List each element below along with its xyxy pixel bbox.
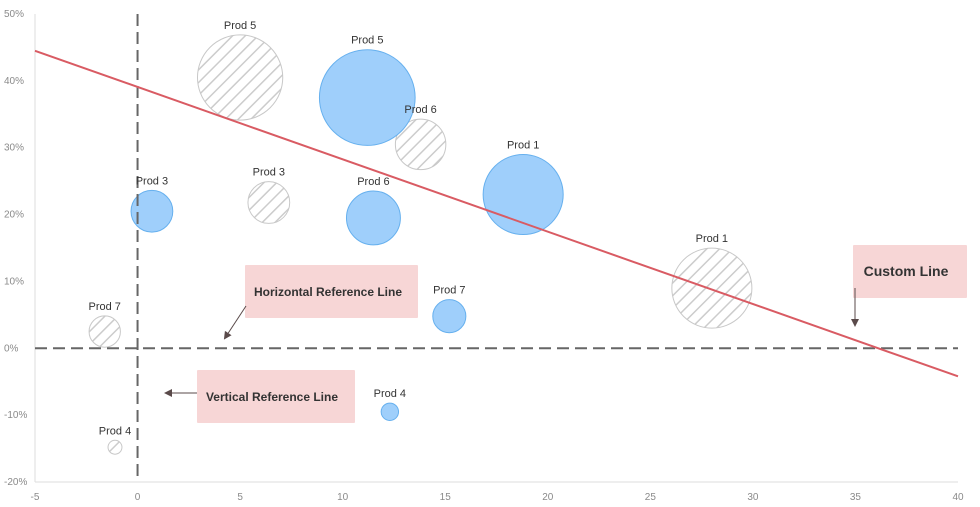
y-tick-label: 10% <box>4 276 24 287</box>
bubble <box>318 49 416 146</box>
bubble-label: Prod 5 <box>351 35 383 47</box>
bubble <box>345 190 401 246</box>
bubble-label: Prod 3 <box>136 175 168 187</box>
annotation-text: Vertical Reference Line <box>206 390 338 404</box>
bubble-label: Prod 7 <box>433 285 465 297</box>
x-tick-label: -5 <box>31 492 40 503</box>
x-tick-label: 35 <box>850 492 862 503</box>
hatched-bubble <box>671 247 753 329</box>
x-tick-label: 5 <box>237 492 243 503</box>
bubble-label: Prod 5 <box>224 20 256 32</box>
bubble-label: Prod 6 <box>404 104 436 116</box>
annotation-text: Custom Line <box>864 263 949 279</box>
hatched-bubble <box>394 118 447 171</box>
x-tick-label: 30 <box>747 492 759 503</box>
horizontal-reference-annotation: Horizontal Reference Line <box>223 265 418 340</box>
hatched-bubble <box>107 439 123 455</box>
hatched-bubble <box>196 34 284 121</box>
x-tick-label: 40 <box>952 492 964 503</box>
hatched-bubble <box>88 315 121 348</box>
custom-line <box>34 49 959 378</box>
hatched-bubble-series <box>88 34 753 455</box>
x-axis-ticks: -5 0 5 10 15 20 25 30 35 40 <box>31 492 964 503</box>
annotation-box <box>245 265 418 318</box>
y-tick-label: -10% <box>4 410 27 421</box>
bubble-label: Prod 6 <box>357 176 389 188</box>
annotation-box <box>853 245 967 298</box>
y-axis-ticks: -20% -10% 0% 10% 20% 30% 40% 50% <box>4 9 27 488</box>
annotation-arrow <box>223 305 247 340</box>
bubble <box>482 153 564 236</box>
solid-bubble-series <box>130 49 564 421</box>
y-tick-label: 20% <box>4 210 24 221</box>
bubble-label: Prod 1 <box>696 233 728 245</box>
bubble-label: Prod 4 <box>99 425 131 437</box>
y-tick-label: 30% <box>4 143 24 154</box>
bubble-labels: Prod 5 Prod 1 Prod 3 Prod 6 Prod 7 Prod 4 Prod… <box>89 20 729 437</box>
x-tick-label: 0 <box>135 492 141 503</box>
annotation-box <box>197 370 355 423</box>
x-tick-label: 20 <box>542 492 554 503</box>
custom-line-annotation: Custom Line <box>851 245 967 327</box>
bubble-label: Prod 7 <box>89 301 121 313</box>
x-tick-label: 25 <box>645 492 657 503</box>
y-tick-label: 0% <box>4 343 19 354</box>
hatched-bubble <box>247 181 291 224</box>
annotation-text: Horizontal Reference Line <box>254 285 402 299</box>
bubble-label: Prod 3 <box>253 167 285 179</box>
x-tick-label: 15 <box>440 492 452 503</box>
bubble-label: Prod 4 <box>374 388 406 400</box>
x-tick-label: 10 <box>337 492 349 503</box>
vertical-reference-annotation: Vertical Reference Line <box>164 370 355 423</box>
y-tick-label: 40% <box>4 76 24 87</box>
bubble <box>380 402 400 421</box>
bubble <box>130 189 174 233</box>
bubble-label: Prod 1 <box>507 139 539 151</box>
y-tick-label: 50% <box>4 9 24 20</box>
y-tick-label: -20% <box>4 477 27 488</box>
bubble <box>432 299 467 334</box>
